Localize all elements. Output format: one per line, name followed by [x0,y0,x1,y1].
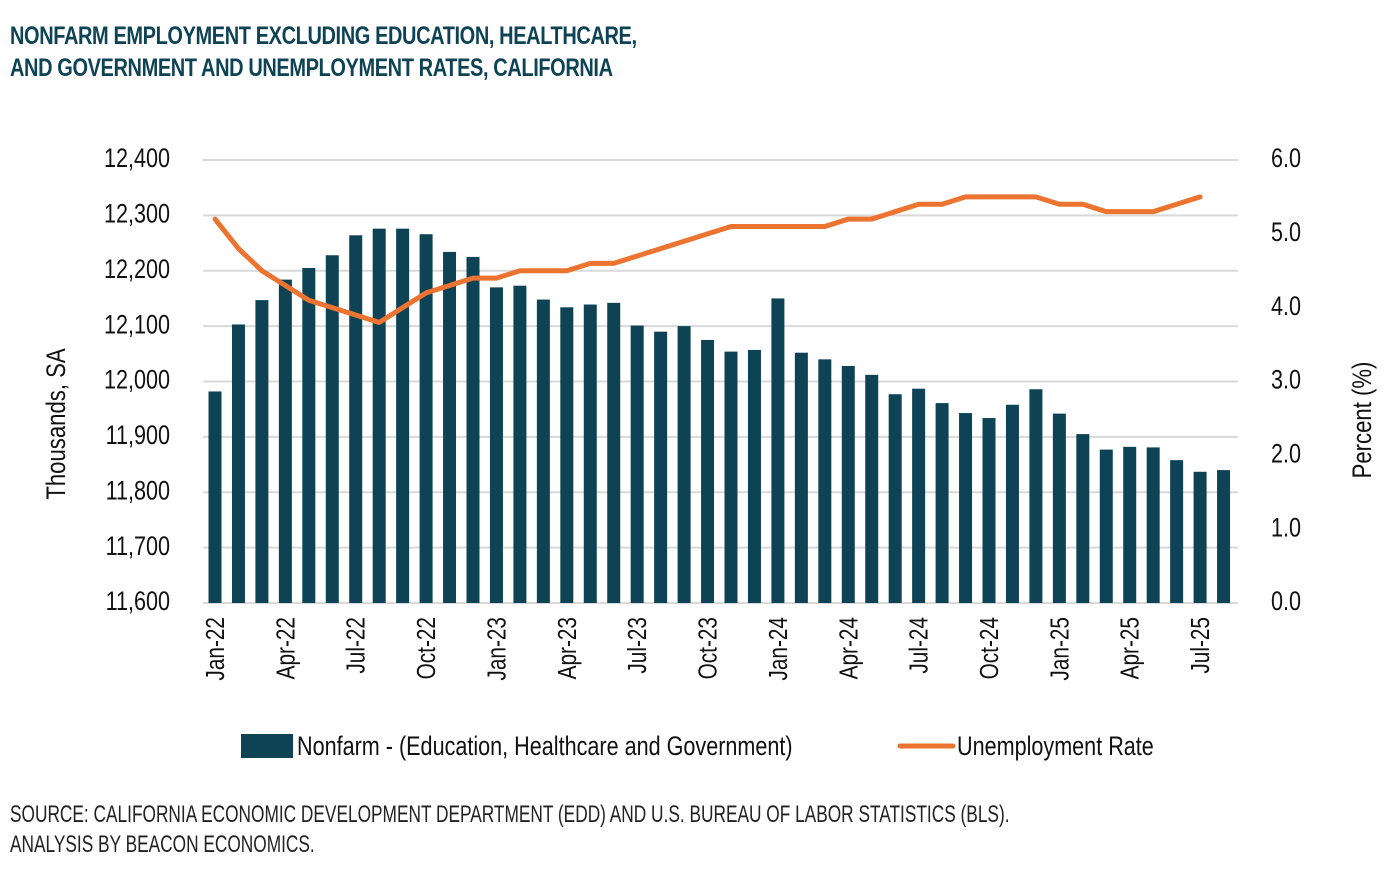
bar-Jan-22 [208,391,222,603]
bar-Oct-22 [419,234,433,603]
left-axis-tick-label: 12,100 [104,310,170,340]
bar-Mar-22 [255,300,269,603]
bar-Sep-23 [677,326,691,603]
bar-Dec-24 [1029,389,1043,603]
left-axis-ticks: 11,600 11,700 11,800 11,900 12,000 12,100 12,2… [104,144,170,617]
bar-Jan-25 [1052,413,1066,603]
bar-May-23 [583,304,597,603]
bar-Jun-25 [1170,460,1184,603]
bar-Feb-23 [513,285,527,603]
bar-Mar-24 [818,359,832,603]
x-axis-tick-label: Apr-23 [553,617,582,679]
x-axis-tick-label: Oct-23 [693,617,722,679]
bar-Jul-25 [1193,471,1207,603]
x-axis-tick-label: Apr-22 [271,617,300,679]
bar-Feb-24 [794,352,808,603]
right-axis-ticks: 0.0 1.0 2.0 3.0 4.0 5.0 6.0 [1271,144,1301,617]
x-axis-tick-label: Jul-24 [904,617,933,674]
x-axis-tick-label: Jan-22 [201,617,230,681]
source-line-1: SOURCE: CALIFORNIA ECONOMIC DEVELOPMENT … [10,801,1010,828]
x-axis-tick-label: Jul-22 [342,617,371,674]
bar-Jun-22 [325,255,339,603]
bar-series [208,228,1231,604]
bar-Nov-23 [724,351,738,603]
line-series [212,194,1203,325]
right-axis-tick-label: 4.0 [1271,292,1301,322]
chart-title-line-2: AND GOVERNMENT AND UNEMPLOYMENT RATES, C… [10,54,613,82]
legend-swatch-bar [241,734,293,758]
x-axis-tick-label: Oct-24 [975,617,1004,679]
bar-Jun-24 [888,394,902,603]
right-axis-tick-label: 0.0 [1271,587,1301,617]
x-axis-tick-label: Oct-22 [412,617,441,679]
chart-title: NONFARM EMPLOYMENT EXCLUDING EDUCATION, … [10,20,637,84]
bar-Sep-24 [959,413,973,603]
bar-Jul-24 [912,388,926,603]
bar-May-25 [1146,447,1160,603]
right-axis-tick-label: 2.0 [1271,439,1301,469]
bar-Oct-24 [982,418,996,603]
bar-May-24 [865,374,879,603]
right-axis-title: Percent (%) [1348,362,1378,479]
left-axis-tick-label: 12,400 [104,144,170,174]
left-axis-tick-label: 11,800 [106,476,170,506]
right-axis-tick-label: 1.0 [1271,513,1301,543]
left-axis-tick-label: 12,300 [104,199,170,229]
bar-Sep-22 [396,228,410,604]
left-axis-title: Thousands, SA [42,348,72,500]
bar-Jan-23 [489,287,503,603]
bar-Apr-22 [278,279,292,603]
x-axis-tick-label: Jul-23 [623,617,652,674]
bar-Apr-24 [841,365,855,603]
x-axis-tick-label: Jan-25 [1045,617,1074,681]
bar-Jan-24 [771,298,785,603]
left-axis-tick-label: 12,200 [104,255,170,285]
x-axis-ticks: Jan-22 Apr-22 Jul-22 Oct-22 Jan-23 Apr-23 Jul-… [201,617,1215,681]
x-axis-tick-label: Apr-25 [1116,617,1145,679]
bar-Dec-22 [466,256,480,603]
bar-Apr-23 [560,307,574,603]
x-axis-tick-label: Jan-23 [482,617,511,681]
bar-Aug-23 [654,331,668,603]
bar-Aug-22 [372,228,386,604]
legend-label-bar: Nonfarm - (Education, Healthcare and Gov… [297,732,793,762]
right-axis-tick-label: 5.0 [1271,218,1301,248]
source-note: SOURCE: CALIFORNIA ECONOMIC DEVELOPMENT … [10,800,1010,860]
bar-Nov-24 [1005,404,1019,603]
bar-Jun-23 [607,302,621,603]
source-line-2: ANALYSIS BY BEACON ECONOMICS. [10,831,315,858]
legend-label-line: Unemployment Rate [957,732,1154,762]
x-axis-tick-label: Jul-25 [1186,617,1215,674]
left-axis-tick-label: 12,000 [104,365,170,395]
x-axis-tick-label: Jan-24 [764,617,793,681]
bar-Nov-22 [443,251,457,604]
bar-Aug-25 [1217,470,1231,603]
bar-May-22 [302,267,316,603]
bar-Jul-22 [349,235,363,603]
bar-Oct-23 [701,339,715,603]
bar-Feb-25 [1076,434,1090,603]
bar-Mar-23 [536,299,550,603]
bar-Jul-23 [630,325,644,603]
chart-title-line-1: NONFARM EMPLOYMENT EXCLUDING EDUCATION, … [10,22,637,50]
right-axis-tick-label: 3.0 [1271,365,1301,395]
bar-Apr-25 [1123,446,1137,603]
bar-Aug-24 [935,403,949,603]
bar-Feb-22 [231,324,245,603]
left-axis-tick-label: 11,600 [106,587,170,617]
bar-Mar-25 [1099,449,1113,603]
right-axis-tick-label: 6.0 [1271,144,1301,174]
x-axis-tick-label: Apr-24 [834,617,863,679]
left-axis-tick-label: 11,900 [106,421,170,451]
bar-Dec-23 [747,349,761,603]
legend: Nonfarm - (Education, Healthcare and Gov… [241,732,1154,762]
left-axis-tick-label: 11,700 [106,532,170,562]
